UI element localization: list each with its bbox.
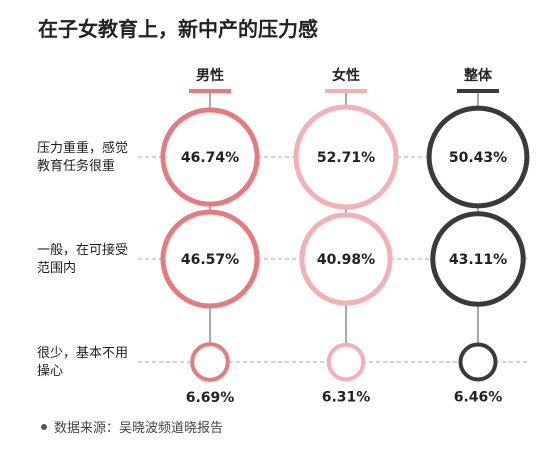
data-label: 50.43%	[449, 150, 507, 166]
bubble	[326, 342, 366, 382]
data-label: 40.98%	[317, 252, 375, 268]
data-label: 6.46%	[454, 390, 503, 406]
row-label: 操心	[37, 363, 63, 379]
data-label: 46.57%	[181, 252, 239, 268]
bubble	[190, 342, 230, 382]
bubble	[426, 105, 530, 209]
row-label: 很少，基本不用	[37, 346, 128, 361]
bubble	[160, 209, 260, 309]
source-text: 数据来源：吴晓波频道晓报告	[54, 421, 223, 436]
column-header: 男性	[196, 67, 224, 84]
data-label: 52.71%	[317, 150, 375, 166]
row-label: 范围内	[37, 260, 76, 276]
row-label: 教育任务很重	[37, 158, 115, 174]
data-label: 43.11%	[449, 252, 507, 268]
column-header: 整体	[463, 67, 493, 84]
bubble	[160, 107, 260, 207]
data-label: 6.31%	[322, 389, 371, 405]
column-headers: 男性 女性 整体	[189, 67, 499, 93]
row-label: 一般，在可接受	[37, 242, 128, 258]
chart-title: 在子女教育上，新中产的压力感	[38, 17, 318, 41]
source-bullet	[41, 424, 47, 430]
bubble	[299, 212, 393, 306]
bubble	[458, 342, 498, 382]
source-note: 数据来源：吴晓波频道晓报告	[41, 421, 223, 436]
row-label: 压力重重，感觉	[37, 140, 128, 156]
bubbles: 46.74% 52.71% 50.43% 46.57% 40.98% 43.11% 6.69…	[160, 104, 530, 406]
bubble	[430, 211, 526, 307]
data-label: 6.69%	[186, 390, 235, 406]
data-label: 46.74%	[181, 150, 239, 166]
column-header: 女性	[332, 67, 360, 84]
bubble	[293, 104, 399, 210]
